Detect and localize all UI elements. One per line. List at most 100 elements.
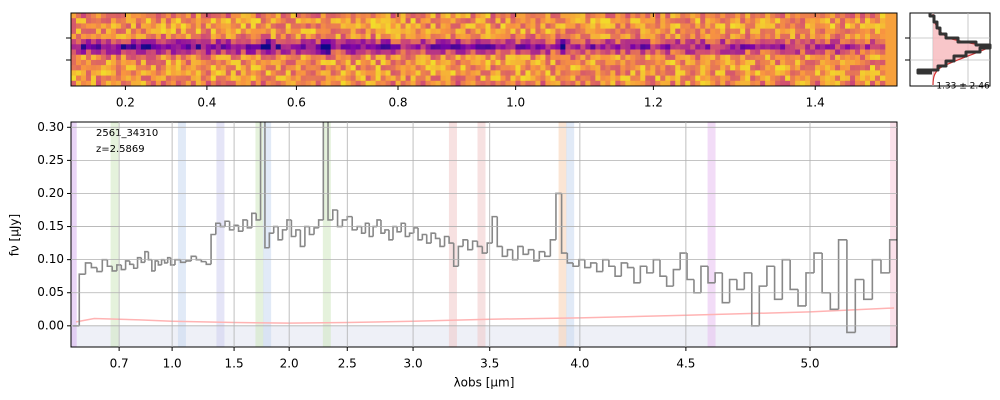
heatmap-cell (545, 13, 551, 19)
heatmap-cell (780, 49, 786, 56)
heatmap-cell (860, 18, 866, 24)
heatmap-cell (690, 28, 696, 35)
heatmap-cell (125, 54, 132, 61)
spectrum-step (166, 256, 171, 263)
heatmap-cell (405, 70, 411, 76)
heatmap-cell (570, 59, 576, 66)
heatmap-cell (840, 70, 846, 76)
heatmap-cell (335, 49, 341, 56)
heatmap-cell (500, 33, 506, 40)
heatmap-cell (740, 18, 746, 24)
heatmap-cell (755, 49, 761, 56)
heatmap-cell (520, 75, 526, 82)
x-tick-label: 0.7 (110, 357, 129, 371)
heatmap-cell (560, 80, 566, 86)
heatmap-cell (690, 44, 696, 50)
heatmap-cell (510, 18, 516, 24)
heatmap-cell (405, 33, 411, 40)
heatmap-cell (445, 80, 451, 86)
heatmap-cell (805, 18, 811, 24)
heatmap-cell (730, 44, 736, 50)
heatmap-cell (825, 70, 831, 76)
heatmap-cell (465, 13, 471, 19)
heatmap-cell (735, 33, 741, 40)
heatmap-cell (530, 39, 536, 45)
heatmap-cell (140, 80, 147, 86)
heatmap-cell (850, 44, 856, 50)
heatmap-cell (285, 59, 292, 66)
heatmap-cell (375, 39, 381, 45)
heatmap-cell (150, 80, 157, 86)
heatmap-cell (185, 59, 192, 66)
heatmap-cell (155, 39, 162, 45)
heatmap-cell (140, 28, 147, 35)
heatmap-cell (205, 39, 212, 45)
heatmap-cell (110, 28, 117, 35)
heatmap-cell (820, 28, 826, 35)
heatmap-cell (105, 23, 112, 29)
heatmap-cell (130, 28, 137, 35)
spectrum-step (90, 262, 97, 269)
heatmap-cell (195, 70, 202, 76)
heatmap-cell (480, 80, 486, 86)
heatmap-cell (540, 80, 546, 86)
heatmap-cell (655, 13, 661, 19)
heatmap-cell (90, 13, 97, 19)
heatmap-cell (555, 59, 561, 66)
heatmap-cell (75, 13, 82, 19)
heatmap-cell (690, 80, 696, 86)
heatmap-cell (625, 54, 631, 61)
heatmap-cell (500, 80, 506, 86)
spectrum-step (250, 212, 257, 228)
heatmap-cell (775, 75, 781, 82)
heatmap-cell (655, 28, 661, 35)
heatmap-cell (530, 49, 536, 56)
heatmap-cell (335, 65, 341, 71)
heatmap-cell (465, 75, 471, 82)
heatmap-cell (650, 49, 656, 56)
heatmap-cell (225, 13, 232, 19)
heatmap-cell (515, 59, 521, 66)
heatmap-cell (470, 75, 476, 82)
heatmap-cell (545, 75, 551, 82)
heatmap-cell (205, 23, 212, 29)
heatmap-cell (255, 39, 262, 45)
heatmap-cell (250, 59, 257, 66)
heatmap-cell (775, 28, 781, 35)
heatmap-cell (695, 23, 701, 29)
heatmap-cell (85, 70, 92, 76)
heatmap-cell (90, 65, 97, 71)
heatmap-cell (150, 18, 157, 24)
heatmap-cell (560, 75, 566, 82)
heatmap-cell (195, 80, 202, 86)
heatmap-cell (605, 70, 611, 76)
heatmap-cell (245, 59, 252, 66)
heatmap-cell (465, 65, 471, 71)
heatmap-cell (820, 44, 826, 50)
heatmap-cell (845, 33, 851, 40)
heatmap-cell (525, 49, 531, 56)
heatmap-cell (195, 28, 202, 35)
heatmap-cell (765, 13, 771, 19)
heatmap-cell (600, 70, 606, 76)
heatmap-cell (660, 44, 666, 50)
heatmap-cell (250, 23, 257, 29)
heatmap-cell (740, 28, 746, 35)
heatmap-cell (230, 23, 237, 29)
heatmap-cell (715, 65, 721, 71)
heatmap-cell (215, 59, 222, 66)
heatmap-cell (450, 23, 456, 29)
heatmap-cell (620, 18, 626, 24)
heatmap-cell (485, 75, 491, 82)
heatmap-cell (695, 39, 701, 45)
heatmap-cell (485, 18, 491, 24)
heatmap-cell (235, 44, 242, 50)
heatmap-cell (500, 75, 506, 82)
heatmap-cell (880, 75, 886, 82)
heatmap-cell (710, 70, 716, 76)
heatmap-cell (640, 80, 646, 86)
heatmap-cell (715, 49, 721, 56)
heatmap-cell (875, 18, 881, 24)
heatmap-cell (280, 33, 287, 40)
heatmap-cell (400, 75, 406, 82)
